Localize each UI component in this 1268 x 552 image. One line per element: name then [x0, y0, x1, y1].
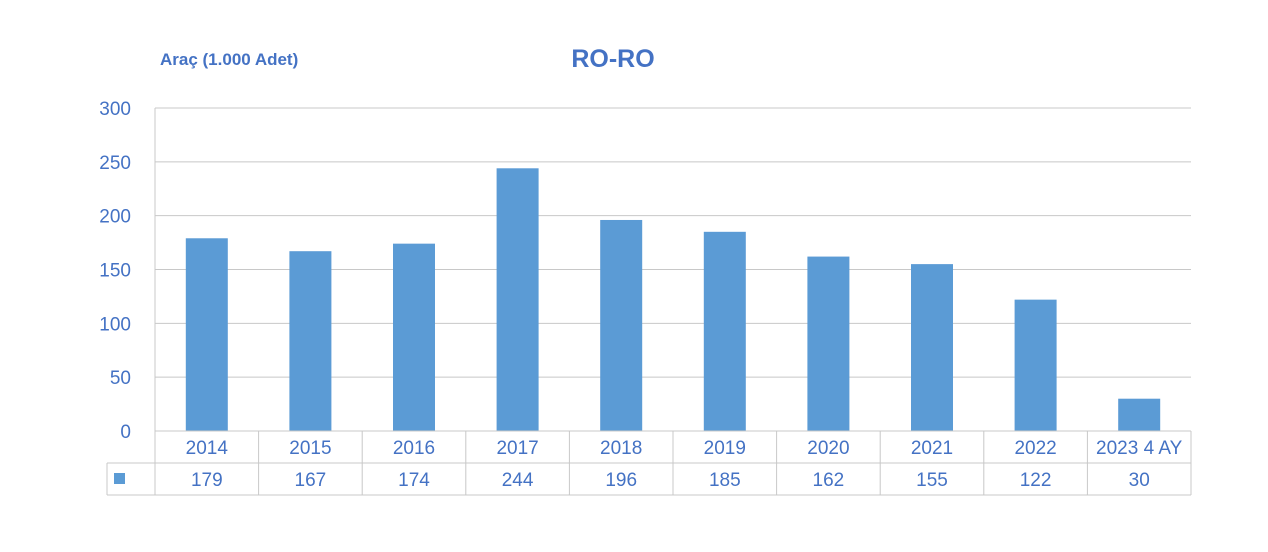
y-tick-label: 300 [99, 99, 131, 120]
y-axis-label: Araç (1.000 Adet) [160, 50, 298, 69]
bar [496, 168, 539, 431]
data-label: 174 [398, 470, 430, 491]
x-tick-label: 2020 [807, 438, 849, 459]
x-tick-label: 2018 [600, 438, 642, 459]
y-tick-label: 50 [110, 368, 131, 389]
y-tick-label: 100 [99, 314, 131, 335]
data-label: 155 [916, 470, 948, 491]
bar [393, 243, 435, 431]
y-tick-label: 0 [120, 422, 131, 443]
bar [289, 251, 332, 431]
data-label: 196 [605, 470, 637, 491]
x-tick-label: 2014 [186, 438, 229, 459]
y-tick-labels: 0 50 100 150 200 250 300 [99, 99, 131, 443]
x-tick-label: 2019 [704, 438, 746, 459]
bar [185, 238, 228, 431]
data-label: 122 [1020, 470, 1052, 491]
data-label: 162 [813, 470, 845, 491]
data-label: 244 [502, 470, 534, 491]
data-label: 179 [191, 470, 223, 491]
y-tick-label: 250 [99, 153, 131, 174]
data-table: 2014 179 2015 167 2016 174 2017 244 2018 196 2019 1… [106, 430, 1192, 496]
x-tick-label: 2017 [496, 438, 538, 459]
bar [807, 256, 850, 431]
data-label: 167 [295, 470, 327, 491]
data-label: 185 [709, 470, 741, 491]
bars [185, 168, 1161, 431]
y-tick-label: 200 [99, 207, 131, 228]
bar [703, 231, 746, 431]
x-tick-label: 2016 [393, 438, 435, 459]
bar [1118, 398, 1161, 431]
bar [911, 264, 953, 431]
x-tick-label: 2021 [911, 438, 953, 459]
bar [600, 219, 643, 431]
data-label: 30 [1129, 470, 1150, 491]
x-tick-label: 2015 [289, 438, 331, 459]
legend-key [114, 473, 125, 484]
x-tick-label: 2022 [1014, 438, 1056, 459]
bar [1014, 299, 1057, 431]
y-tick-label: 150 [99, 261, 131, 282]
x-tick-label: 2023 4 AY [1096, 438, 1183, 459]
chart-title: RO-RO [571, 45, 654, 73]
